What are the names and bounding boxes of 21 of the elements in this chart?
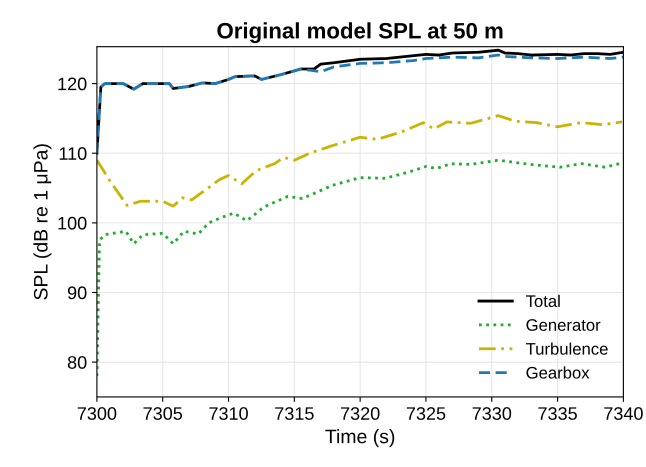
x-tick-label: 7305: [144, 407, 182, 420]
x-tick-label: 7310: [209, 407, 248, 420]
x-tick-label: 7330: [472, 407, 512, 420]
x-tick-label: 7335: [538, 407, 577, 420]
x-axis-title: Time (s): [325, 429, 394, 448]
x-tick-label: 7300: [78, 407, 116, 420]
y-tick-label: 80: [68, 356, 86, 369]
chart-title: Original model SPL at 50 m: [217, 22, 502, 44]
legend-label: Generator: [526, 319, 600, 331]
y-tick-label: 110: [60, 147, 86, 160]
y-tick-label: 120: [58, 78, 86, 90]
y-tick-label: 100: [58, 216, 86, 230]
x-tick-label: 7325: [406, 407, 446, 420]
x-tick-label: 7315: [275, 407, 314, 420]
y-axis-title: SPL (dB re 1 μPa): [33, 144, 52, 300]
legend-label: Gearbox: [526, 366, 590, 379]
legend-label: Total: [526, 294, 560, 308]
x-tick-label: 7320: [340, 407, 380, 420]
x-tick-label: 7340: [604, 407, 643, 420]
legend-label: Turbulence: [526, 342, 608, 355]
y-tick-label: 90: [68, 286, 86, 300]
